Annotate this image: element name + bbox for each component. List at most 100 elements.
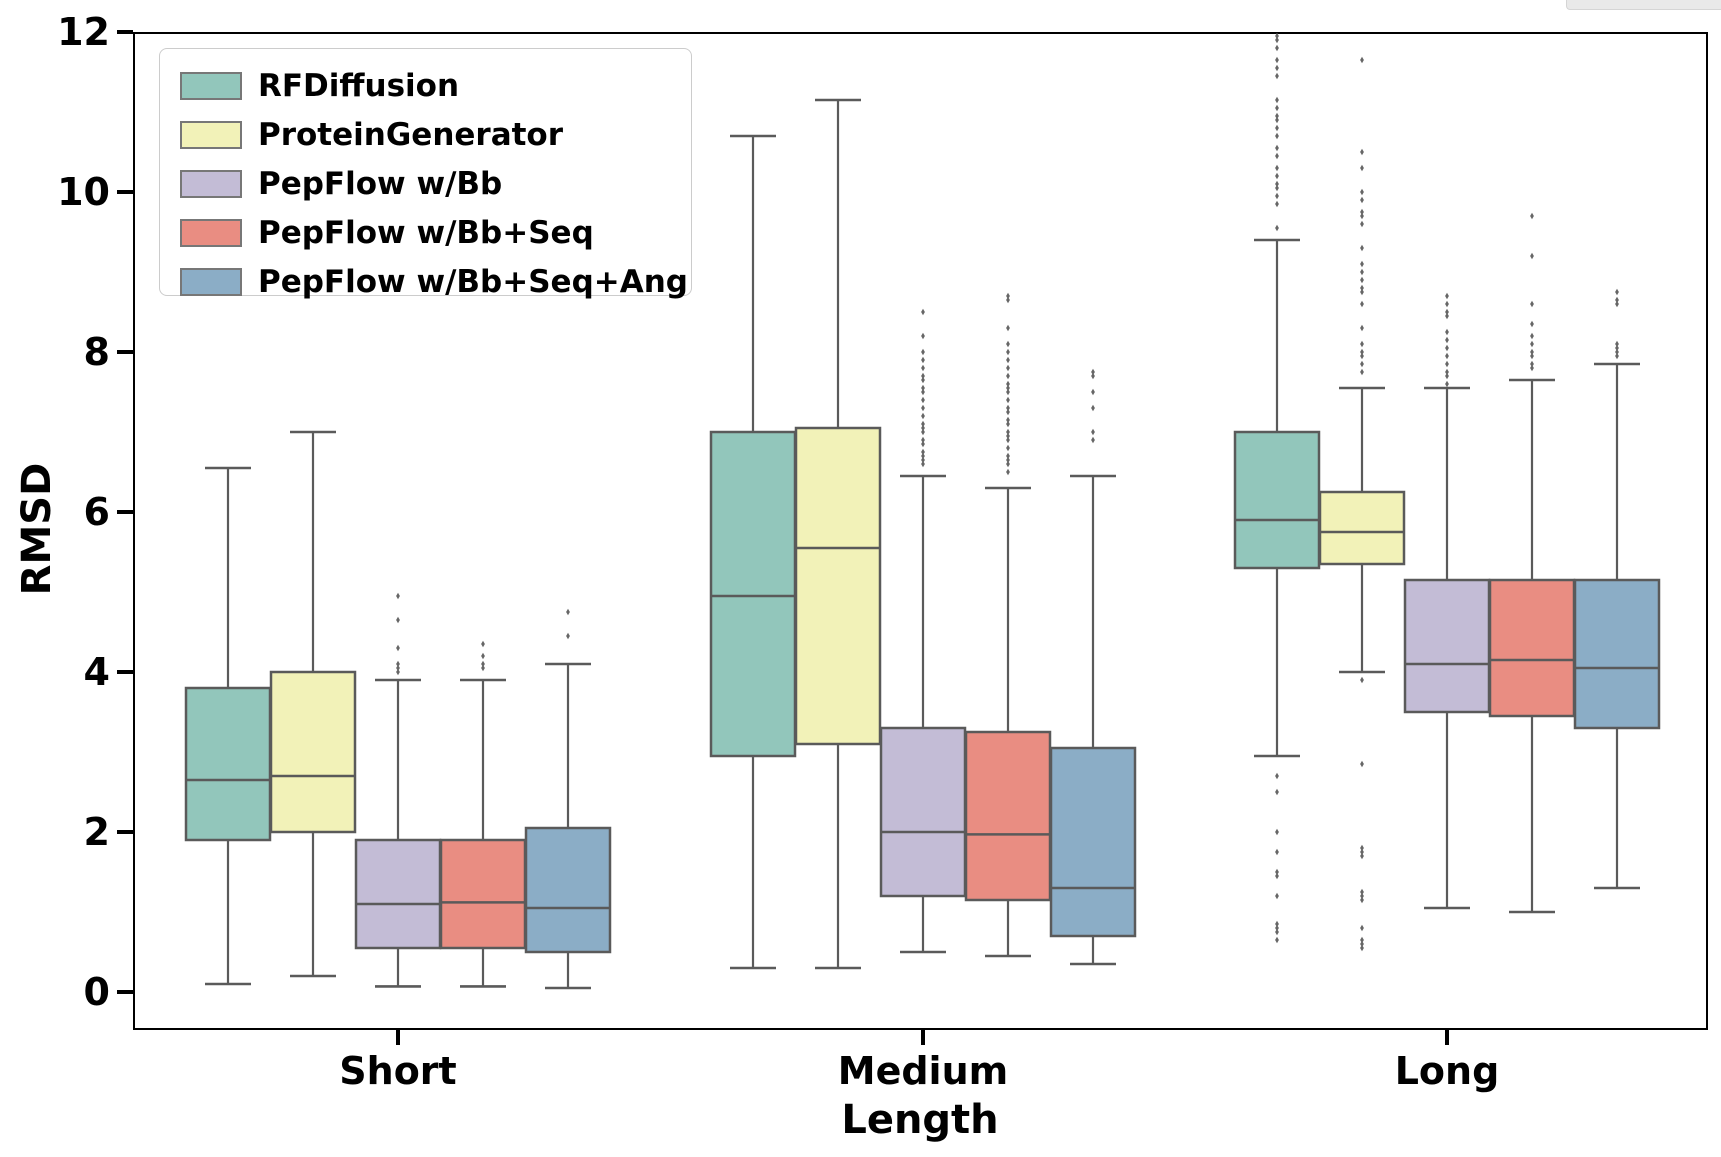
y-tick-mark [117, 990, 133, 994]
outlier-point [1360, 940, 1364, 948]
outlier-point [1445, 308, 1449, 316]
outlier-point [921, 412, 925, 420]
outlier-point [921, 388, 925, 396]
outlier-point [1275, 172, 1279, 180]
outlier-point [1006, 380, 1010, 388]
outlier-point [396, 592, 400, 600]
outlier-point [1091, 428, 1095, 436]
outlier-point [1360, 300, 1364, 308]
outlier-point [566, 608, 570, 616]
box-pepflow-w-bb-medium [879, 308, 967, 954]
outlier-point [921, 448, 925, 456]
outlier-point [1275, 920, 1279, 928]
box-pepflow-w-bb-seq-ang-long [1573, 288, 1661, 890]
box-rfdiffusion-short [184, 466, 272, 986]
outlier-point [1530, 360, 1534, 368]
legend-label: PepFlow w/Bb [258, 165, 503, 202]
outlier-point [1275, 36, 1279, 44]
outlier-point [1360, 260, 1364, 268]
outlier-point [1360, 760, 1364, 768]
outlier-point [1445, 352, 1449, 360]
outlier-point [1006, 432, 1010, 440]
box-pepflow-w-bb-long [1403, 292, 1491, 910]
x-tick-label-short: Short [339, 1049, 457, 1093]
box-pepflow-w-bb-short [354, 592, 442, 988]
y-tick-mark [117, 510, 133, 514]
outlier-point [1360, 944, 1364, 952]
outlier-point [1275, 788, 1279, 796]
outlier-point [1360, 676, 1364, 684]
outlier-point [921, 348, 925, 356]
legend-item-pepflow-bb-seq: PepFlow w/Bb+Seq [180, 208, 691, 257]
y-tick-label-8: 8 [83, 330, 110, 374]
box-proteingenerator-medium [794, 98, 882, 970]
outlier-point [1006, 444, 1010, 452]
outlier-point [1360, 896, 1364, 904]
outlier-point [396, 616, 400, 624]
legend-swatch-pepflow-bb-seq [180, 218, 242, 247]
outlier-point [1530, 212, 1534, 220]
outlier-point [1445, 292, 1449, 300]
legend: RFDiffusion ProteinGenerator PepFlow w/B… [159, 48, 692, 300]
box-pepflow-w-bb-seq-ang-medium [1049, 368, 1137, 966]
outlier-point [1006, 384, 1010, 392]
outlier-point [921, 456, 925, 464]
outlier-point [1360, 148, 1364, 156]
outlier-point [1530, 364, 1534, 372]
outlier-point [1445, 312, 1449, 320]
y-tick-label-0: 0 [83, 970, 110, 1014]
outlier-point [481, 640, 485, 648]
outlier-point [921, 364, 925, 372]
y-tick-mark [117, 830, 133, 834]
outlier-point [1445, 344, 1449, 352]
outlier-point [1445, 328, 1449, 336]
box-pepflow-w-bb-seq-medium [964, 292, 1052, 958]
x-tick-label-long: Long [1394, 1049, 1500, 1093]
outlier-point [1360, 324, 1364, 332]
outlier-point [1006, 296, 1010, 304]
outlier-point [1360, 340, 1364, 348]
outlier-point [396, 664, 400, 672]
legend-swatch-rfdiffusion [180, 71, 242, 100]
legend-item-pepflow-bb-seq-ang: PepFlow w/Bb+Seq+Ang [180, 257, 691, 306]
legend-swatch-proteingenerator [180, 120, 242, 149]
box-pepflow-w-bb-seq-short [439, 640, 527, 988]
outlier-point [1006, 364, 1010, 372]
outlier-point [396, 644, 400, 652]
outlier-point [1006, 468, 1010, 476]
outlier-point [1275, 180, 1279, 188]
outlier-point [1275, 32, 1279, 40]
outlier-point [1360, 848, 1364, 856]
outlier-point [1530, 320, 1534, 328]
x-tick-label-medium: Medium [837, 1049, 1009, 1093]
y-tick-label-6: 6 [83, 490, 110, 534]
outlier-point [1091, 436, 1095, 444]
outlier-point [1275, 892, 1279, 900]
outlier-point [1091, 368, 1095, 376]
outlier-point [921, 440, 925, 448]
outlier-point [921, 308, 925, 316]
outlier-point [921, 384, 925, 392]
outlier-point [1360, 164, 1364, 172]
outlier-point [1530, 252, 1534, 260]
outlier-point [1615, 288, 1619, 296]
outlier-point [1615, 344, 1619, 352]
y-tick-mark [117, 350, 133, 354]
y-tick-mark [117, 30, 133, 34]
outlier-point [1360, 360, 1364, 368]
outlier-point [1360, 892, 1364, 900]
outlier-point [1006, 420, 1010, 428]
outlier-point [481, 664, 485, 672]
x-tick-mark [396, 1030, 400, 1045]
legend-item-proteingenerator: ProteinGenerator [180, 110, 691, 159]
outlier-point [1006, 356, 1010, 364]
outlier-point [1360, 212, 1364, 220]
outlier-point [1006, 436, 1010, 444]
outlier-point [1615, 340, 1619, 348]
outlier-point [1275, 144, 1279, 152]
outlier-point [1360, 368, 1364, 376]
outlier-point [1275, 936, 1279, 944]
outlier-point [1275, 124, 1279, 132]
outlier-point [1445, 360, 1449, 368]
outlier-point [1091, 372, 1095, 380]
